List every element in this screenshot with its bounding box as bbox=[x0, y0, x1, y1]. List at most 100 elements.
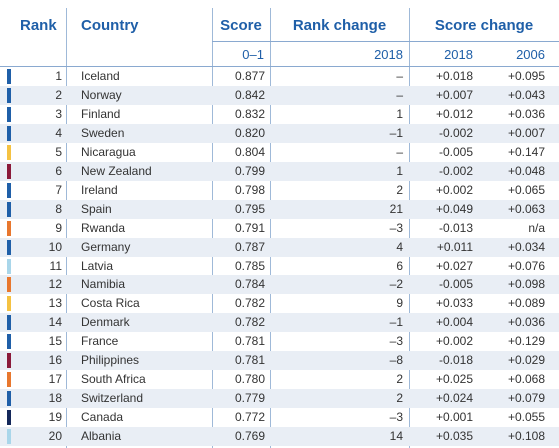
country-cell: France bbox=[81, 334, 119, 349]
rank-cell: 1 bbox=[55, 69, 62, 83]
rank-cell: 16 bbox=[48, 353, 62, 368]
score-change-2018-cell: +0.049 bbox=[435, 201, 473, 216]
rank-change-cell: 4 bbox=[396, 239, 403, 254]
header-rank: Rank bbox=[20, 16, 57, 34]
country-cell: Spain bbox=[81, 201, 112, 216]
score-change-2018-cell: -0.002 bbox=[438, 163, 473, 178]
score-change-2018-cell: +0.025 bbox=[435, 372, 473, 387]
score-cell: 0.820 bbox=[234, 125, 265, 140]
subheader-rank-change-year: 2018 bbox=[374, 46, 403, 62]
score-change-2006-cell: +0.076 bbox=[507, 258, 545, 273]
score-change-2018-cell: +0.004 bbox=[435, 315, 473, 330]
score-change-2006-cell: +0.007 bbox=[507, 125, 545, 140]
country-cell: Iceland bbox=[81, 69, 120, 83]
rank-change-cell: – bbox=[396, 69, 403, 83]
country-cell: Ireland bbox=[81, 182, 118, 197]
rank-change-cell: –2 bbox=[389, 277, 403, 292]
score-change-2006-cell: +0.036 bbox=[507, 315, 545, 330]
header-rule bbox=[212, 41, 559, 42]
region-color-marker bbox=[7, 201, 11, 217]
region-color-marker bbox=[7, 182, 11, 198]
score-change-2006-cell: +0.048 bbox=[507, 163, 545, 178]
score-change-2006-cell: n/a bbox=[528, 220, 545, 235]
rank-change-cell: – bbox=[396, 144, 403, 159]
subheader-score-change-2018: 2018 bbox=[444, 46, 473, 62]
table-row: 8 Spain 0.795 21 +0.049 +0.063 bbox=[0, 199, 559, 219]
score-change-2006-cell: +0.034 bbox=[507, 239, 545, 254]
country-cell: Rwanda bbox=[81, 220, 126, 235]
rank-cell: 15 bbox=[48, 334, 62, 349]
region-color-marker bbox=[7, 106, 11, 122]
column-divider bbox=[270, 8, 271, 448]
score-cell: 0.804 bbox=[234, 144, 265, 159]
score-change-2006-cell: +0.065 bbox=[507, 182, 545, 197]
table-row: 11 Latvia 0.785 6 +0.027 +0.076 bbox=[0, 257, 559, 276]
rank-change-cell: –3 bbox=[389, 410, 403, 425]
score-cell: 0.779 bbox=[234, 391, 265, 406]
rank-cell: 14 bbox=[48, 315, 62, 330]
table-row: 14 Denmark 0.782 –1 +0.004 +0.036 bbox=[0, 313, 559, 333]
country-cell: Latvia bbox=[81, 258, 114, 273]
score-cell: 0.832 bbox=[234, 106, 265, 121]
rank-change-cell: –1 bbox=[389, 125, 403, 140]
table-row: 2 Norway 0.842 – +0.007 +0.043 bbox=[0, 86, 559, 105]
country-cell: Germany bbox=[81, 239, 131, 254]
score-change-2018-cell: +0.018 bbox=[435, 69, 473, 83]
rank-cell: 4 bbox=[55, 125, 62, 140]
table-row: 13 Costa Rica 0.782 9 +0.033 +0.089 bbox=[0, 294, 559, 313]
rank-change-cell: 9 bbox=[396, 296, 403, 311]
table-row: 5 Nicaragua 0.804 – -0.005 +0.147 bbox=[0, 143, 559, 162]
score-change-2006-cell: +0.089 bbox=[507, 296, 545, 311]
region-color-marker bbox=[7, 239, 11, 255]
country-cell: Canada bbox=[81, 410, 124, 425]
table-row: 4 Sweden 0.820 –1 -0.002 +0.007 bbox=[0, 123, 559, 143]
country-cell: Philippines bbox=[81, 353, 140, 368]
country-cell: Norway bbox=[81, 88, 122, 102]
rank-change-cell: 2 bbox=[396, 391, 403, 406]
score-cell: 0.780 bbox=[234, 372, 265, 387]
region-color-marker bbox=[7, 88, 11, 103]
rank-cell: 12 bbox=[48, 277, 62, 292]
rank-change-cell: –8 bbox=[389, 353, 403, 368]
score-change-2006-cell: +0.036 bbox=[507, 106, 545, 121]
region-color-marker bbox=[7, 69, 11, 84]
score-change-2006-cell: +0.063 bbox=[507, 201, 545, 216]
score-cell: 0.782 bbox=[234, 296, 265, 311]
score-cell: 0.781 bbox=[234, 353, 265, 368]
table-row: 1 Iceland 0.877 – +0.018 +0.095 bbox=[0, 67, 559, 86]
region-color-marker bbox=[7, 277, 11, 293]
country-cell: South Africa bbox=[81, 372, 146, 387]
score-change-2018-cell: -0.005 bbox=[438, 144, 473, 159]
score-change-2006-cell: +0.055 bbox=[507, 410, 545, 425]
score-change-2006-cell: +0.095 bbox=[507, 69, 545, 83]
rank-cell: 20 bbox=[48, 429, 62, 444]
rank-cell: 17 bbox=[48, 372, 62, 387]
column-divider bbox=[409, 8, 410, 448]
score-change-2006-cell: +0.147 bbox=[507, 144, 545, 159]
score-cell: 0.798 bbox=[234, 182, 265, 197]
score-change-2018-cell: +0.012 bbox=[435, 106, 473, 121]
rank-cell: 10 bbox=[48, 239, 62, 254]
score-change-2006-cell: +0.098 bbox=[507, 277, 545, 292]
table-row: 15 France 0.781 –3 +0.002 +0.129 bbox=[0, 332, 559, 351]
score-change-2006-cell: +0.079 bbox=[507, 391, 545, 406]
score-change-2018-cell: -0.013 bbox=[438, 220, 473, 235]
rank-change-cell: – bbox=[396, 88, 403, 102]
score-cell: 0.781 bbox=[234, 334, 265, 349]
region-color-marker bbox=[7, 353, 11, 369]
country-cell: Nicaragua bbox=[81, 144, 136, 159]
header-score-change: Score change bbox=[434, 16, 534, 34]
header-rank-change: Rank change bbox=[292, 16, 387, 34]
table-row: 16 Philippines 0.781 –8 -0.018 +0.029 bbox=[0, 351, 559, 371]
table-row: 20 Albania 0.769 14 +0.035 +0.108 bbox=[0, 427, 559, 447]
score-change-2018-cell: -0.005 bbox=[438, 277, 473, 292]
region-color-marker bbox=[7, 391, 11, 407]
score-change-2018-cell: +0.027 bbox=[435, 258, 473, 273]
score-cell: 0.769 bbox=[234, 429, 265, 444]
rank-cell: 8 bbox=[55, 201, 62, 216]
rank-cell: 6 bbox=[55, 163, 62, 178]
header-country: Country bbox=[81, 16, 139, 34]
region-color-marker bbox=[7, 144, 11, 160]
score-cell: 0.785 bbox=[234, 258, 265, 273]
